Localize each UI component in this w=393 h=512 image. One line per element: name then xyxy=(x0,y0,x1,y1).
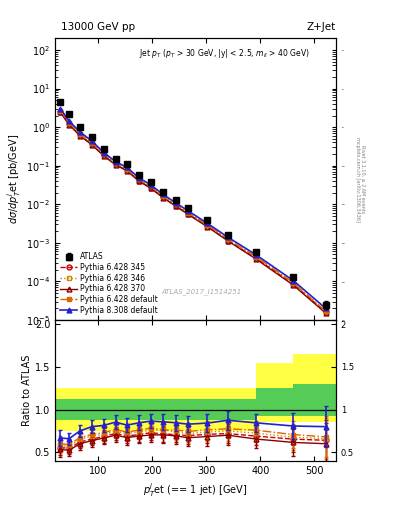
Pythia 8.308 default xyxy=(67,118,72,124)
Pythia 6.428 346 xyxy=(67,120,72,126)
Pythia 6.428 346 xyxy=(77,131,82,137)
Pythia 6.428 345 xyxy=(185,210,190,217)
Pythia 6.428 370 xyxy=(226,238,230,244)
Pythia 8.308 default xyxy=(136,175,141,181)
Y-axis label: Rivet 3.1.10, ≥ 2.6M events
mcplots.cern.ch [arXiv:1306.3436]: Rivet 3.1.10, ≥ 2.6M events mcplots.cern… xyxy=(354,137,365,222)
Pythia 6.428 default xyxy=(113,160,118,166)
Pythia 6.428 346 xyxy=(90,140,94,146)
Y-axis label: $d\sigma/dp_{T}^{j}$et [pb/GeV]: $d\sigma/dp_{T}^{j}$et [pb/GeV] xyxy=(6,134,23,224)
Pythia 6.428 370 xyxy=(185,211,190,218)
Pythia 6.428 346 xyxy=(226,237,230,243)
Pythia 6.428 370 xyxy=(161,195,165,201)
Pythia 6.428 370 xyxy=(148,185,153,191)
Pythia 6.428 default xyxy=(58,108,63,114)
Text: Z+Jet: Z+Jet xyxy=(307,22,336,32)
Pythia 6.428 default xyxy=(148,183,153,189)
Pythia 6.428 370 xyxy=(323,310,328,316)
Pythia 6.428 default xyxy=(67,120,72,126)
Pythia 6.428 345 xyxy=(148,185,153,191)
Pythia 6.428 346 xyxy=(101,152,106,158)
Pythia 6.428 default xyxy=(173,201,178,207)
Pythia 6.428 default xyxy=(323,308,328,314)
Pythia 6.428 346 xyxy=(205,223,210,229)
Pythia 6.428 default xyxy=(77,131,82,137)
Pythia 6.428 345 xyxy=(125,167,129,174)
Line: Pythia 6.428 345: Pythia 6.428 345 xyxy=(58,110,328,314)
Pythia 6.428 370 xyxy=(173,203,178,209)
Pythia 6.428 346 xyxy=(173,202,178,208)
Line: Pythia 8.308 default: Pythia 8.308 default xyxy=(58,106,328,311)
Pythia 6.428 345 xyxy=(161,195,165,201)
Text: 13000 GeV pp: 13000 GeV pp xyxy=(61,22,135,32)
Pythia 6.428 370 xyxy=(254,256,259,262)
Pythia 6.428 345 xyxy=(254,255,259,261)
Pythia 6.428 345 xyxy=(113,161,118,167)
Text: Jet $p_T$ ($p_T$ > 30 GeV, |y| < 2.5, $m_{ll}$ > 40 GeV): Jet $p_T$ ($p_T$ > 30 GeV, |y| < 2.5, $m… xyxy=(140,47,310,60)
Pythia 6.428 default xyxy=(136,177,141,183)
Pythia 6.428 346 xyxy=(323,309,328,315)
Pythia 6.428 345 xyxy=(205,223,210,229)
Pythia 8.308 default xyxy=(185,208,190,214)
Pythia 8.308 default xyxy=(148,182,153,188)
Pythia 6.428 345 xyxy=(291,281,296,287)
Y-axis label: Ratio to ATLAS: Ratio to ATLAS xyxy=(22,355,32,426)
Text: ATLAS_2017_I1514251: ATLAS_2017_I1514251 xyxy=(161,288,241,295)
Pythia 6.428 370 xyxy=(58,110,63,116)
Pythia 6.428 345 xyxy=(67,121,72,127)
Pythia 6.428 default xyxy=(291,280,296,286)
Pythia 6.428 345 xyxy=(77,132,82,138)
Pythia 8.308 default xyxy=(254,252,259,258)
Pythia 8.308 default xyxy=(125,164,129,170)
Line: Pythia 6.428 default: Pythia 6.428 default xyxy=(58,108,328,313)
Pythia 6.428 346 xyxy=(161,194,165,200)
Pythia 6.428 345 xyxy=(226,238,230,244)
Pythia 6.428 346 xyxy=(58,108,63,114)
Pythia 8.308 default xyxy=(101,150,106,156)
Pythia 6.428 370 xyxy=(125,168,129,174)
Pythia 8.308 default xyxy=(113,159,118,165)
Pythia 6.428 346 xyxy=(136,177,141,183)
Pythia 6.428 346 xyxy=(291,281,296,287)
Pythia 6.428 default xyxy=(125,166,129,173)
Pythia 6.428 default xyxy=(101,151,106,157)
Pythia 6.428 346 xyxy=(113,161,118,167)
Line: Pythia 6.428 346: Pythia 6.428 346 xyxy=(58,109,328,314)
Pythia 8.308 default xyxy=(291,278,296,284)
Pythia 8.308 default xyxy=(58,105,63,112)
Pythia 8.308 default xyxy=(90,138,94,144)
Pythia 6.428 default xyxy=(185,209,190,216)
Pythia 6.428 370 xyxy=(77,133,82,139)
Pythia 6.428 345 xyxy=(173,203,178,209)
Pythia 6.428 346 xyxy=(148,184,153,190)
Pythia 8.308 default xyxy=(205,220,210,226)
Pythia 6.428 346 xyxy=(254,254,259,261)
Pythia 6.428 default xyxy=(161,194,165,200)
Pythia 8.308 default xyxy=(161,191,165,198)
Pythia 8.308 default xyxy=(226,234,230,240)
Legend: ATLAS, Pythia 6.428 345, Pythia 6.428 346, Pythia 6.428 370, Pythia 6.428 defaul: ATLAS, Pythia 6.428 345, Pythia 6.428 34… xyxy=(59,251,160,316)
Pythia 6.428 370 xyxy=(291,282,296,288)
Pythia 6.428 370 xyxy=(67,122,72,128)
Pythia 6.428 346 xyxy=(185,210,190,216)
Pythia 8.308 default xyxy=(323,305,328,311)
Pythia 6.428 345 xyxy=(90,141,94,147)
Pythia 6.428 default xyxy=(254,253,259,260)
Pythia 6.428 370 xyxy=(113,162,118,168)
Pythia 6.428 default xyxy=(226,236,230,242)
Pythia 8.308 default xyxy=(173,200,178,206)
Pythia 6.428 345 xyxy=(136,178,141,184)
Pythia 6.428 370 xyxy=(205,224,210,230)
Pythia 6.428 345 xyxy=(323,309,328,315)
Pythia 6.428 346 xyxy=(125,166,129,173)
Pythia 6.428 345 xyxy=(101,153,106,159)
Pythia 8.308 default xyxy=(77,129,82,135)
X-axis label: $p_{T}^{j}$et (== 1 jet) [GeV]: $p_{T}^{j}$et (== 1 jet) [GeV] xyxy=(143,481,248,499)
Pythia 6.428 370 xyxy=(90,142,94,148)
Pythia 6.428 370 xyxy=(136,178,141,184)
Line: Pythia 6.428 370: Pythia 6.428 370 xyxy=(58,110,328,315)
Pythia 6.428 345 xyxy=(58,109,63,115)
Pythia 6.428 default xyxy=(90,140,94,146)
Pythia 6.428 370 xyxy=(101,153,106,159)
Pythia 6.428 default xyxy=(205,222,210,228)
